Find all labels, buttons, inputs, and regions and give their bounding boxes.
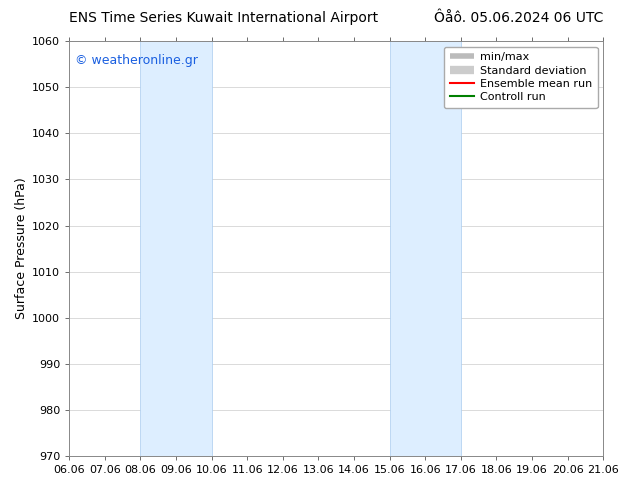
Y-axis label: Surface Pressure (hPa): Surface Pressure (hPa) [15,178,28,319]
Bar [141,41,212,456]
Text: Ôåô. 05.06.2024 06 UTC: Ôåô. 05.06.2024 06 UTC [434,11,603,25]
Text: ENS Time Series Kuwait International Airport: ENS Time Series Kuwait International Air… [69,11,378,25]
Text: © weatheronline.gr: © weatheronline.gr [75,54,198,67]
Bar [390,41,461,456]
Legend: min/max, Standard deviation, Ensemble mean run, Controll run: min/max, Standard deviation, Ensemble me… [444,47,598,108]
